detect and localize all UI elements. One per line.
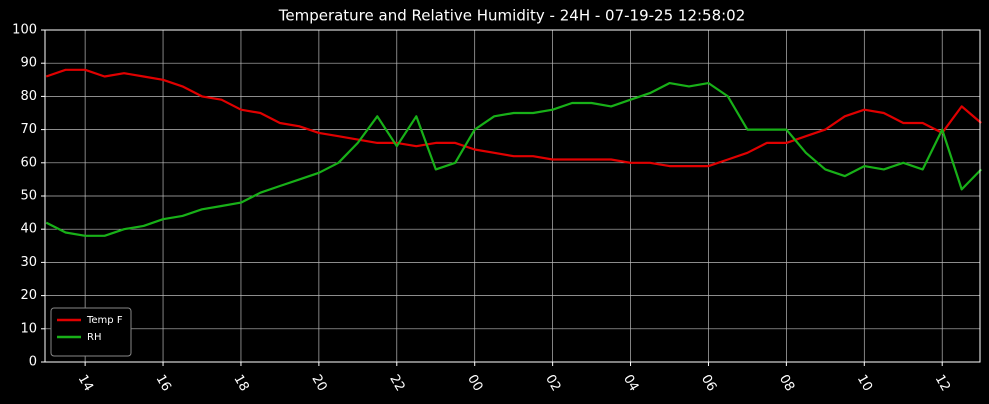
y-tick-label: 30 — [20, 255, 37, 270]
y-tick-label: 70 — [20, 122, 37, 137]
x-tick-label: 06 — [698, 372, 719, 394]
x-tick-label: 20 — [308, 372, 329, 394]
series-line — [45, 82, 982, 237]
x-tick-label: 04 — [620, 372, 641, 394]
y-tick-label: 60 — [20, 155, 37, 170]
x-tick-label: 02 — [542, 372, 563, 394]
y-tick-label: 100 — [12, 23, 37, 38]
x-tick-label: 08 — [776, 372, 797, 394]
y-tick-label: 20 — [20, 288, 37, 303]
plot-frame — [44, 29, 981, 363]
y-tick-label: 40 — [20, 222, 37, 237]
legend-label: Temp F — [86, 315, 123, 326]
x-tick-label: 00 — [464, 372, 485, 394]
legend-label: RH — [87, 332, 101, 343]
y-tick-label: 50 — [20, 189, 37, 204]
legend: Temp F RH — [50, 307, 132, 357]
y-tick-label: 90 — [20, 56, 37, 71]
x-tick-label: 22 — [386, 372, 407, 394]
x-tick-label: 16 — [153, 372, 174, 394]
chart-title: Temperature and Relative Humidity - 24H … — [278, 7, 746, 25]
x-tick-label: 14 — [75, 372, 96, 394]
x-tick-label: 18 — [230, 372, 251, 394]
x-tick-label: 12 — [932, 372, 953, 394]
y-tick-label: 10 — [20, 321, 37, 336]
x-tick-label: 10 — [854, 372, 875, 394]
y-tick-label: 0 — [29, 355, 37, 370]
series-line — [45, 68, 982, 168]
y-tick-label: 80 — [20, 89, 37, 104]
